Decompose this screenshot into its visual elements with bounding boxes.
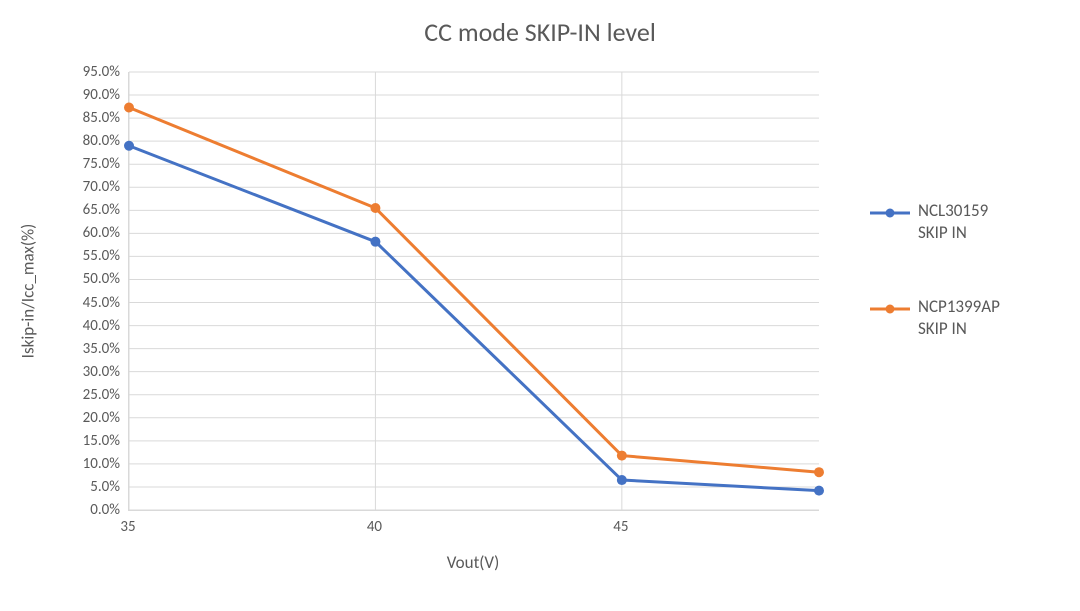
x-tick-label: 35 [120,518,135,536]
y-tick-label: 55.0% [83,247,120,265]
plot-area [128,72,819,511]
y-tick-label: 70.0% [83,178,120,196]
y-tick-label: 30.0% [83,363,120,381]
y-tick-label: 50.0% [83,270,120,288]
y-tick-label: 0.0% [90,501,120,519]
series-marker-0-2 [617,475,627,485]
y-tick-label: 95.0% [83,63,120,81]
y-tick-label: 10.0% [83,455,120,473]
x-tick-label: 45 [613,518,628,536]
y-tick-label: 35.0% [83,340,120,358]
y-tick-label: 90.0% [83,86,120,104]
y-tick-label: 15.0% [83,432,120,450]
legend-swatch [870,204,910,222]
legend: NCL30159 SKIP IN NCP1399AP SKIP IN [870,200,1060,392]
y-tick-label: 45.0% [83,294,120,312]
legend-swatch [870,300,910,318]
plot-svg [129,72,819,510]
y-tick-labels: 0.0%5.0%10.0%15.0%20.0%25.0%30.0%35.0%40… [0,72,128,510]
x-axis-title: Vout(V) [128,552,818,573]
y-tick-label: 85.0% [83,109,120,127]
legend-label: NCL30159 SKIP IN [918,200,988,244]
chart-container: CC mode SKIP-IN level Iskip-in/Icc_max(%… [0,0,1080,611]
y-tick-label: 60.0% [83,224,120,242]
y-tick-label: 20.0% [83,409,120,427]
y-tick-label: 5.0% [90,478,120,496]
series-marker-1-0 [124,103,134,113]
series-marker-0-3 [814,486,824,496]
legend-item-1: NCP1399AP SKIP IN [870,296,1060,340]
series-marker-1-3 [814,467,824,477]
y-tick-label: 75.0% [83,155,120,173]
legend-label: NCP1399AP SKIP IN [918,296,1000,340]
x-tick-labels: 354045 [128,510,818,540]
x-tick-label: 40 [367,518,382,536]
series-marker-1-1 [370,203,380,213]
y-tick-label: 65.0% [83,201,120,219]
series-marker-0-1 [370,237,380,247]
series-marker-1-2 [617,451,627,461]
series-line-0 [129,146,819,491]
legend-item-0: NCL30159 SKIP IN [870,200,1060,244]
chart-title: CC mode SKIP-IN level [0,16,1080,48]
y-tick-label: 40.0% [83,317,120,335]
series-marker-0-0 [124,141,134,151]
y-tick-label: 25.0% [83,386,120,404]
y-tick-label: 80.0% [83,132,120,150]
